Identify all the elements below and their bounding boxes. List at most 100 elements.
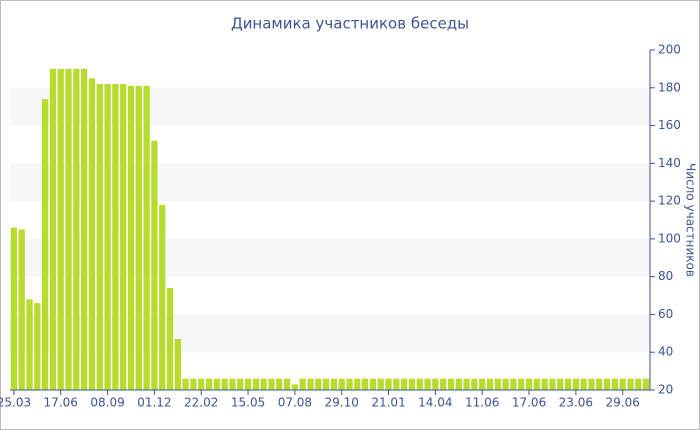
y-tick-label: 60	[658, 307, 673, 321]
x-tick-label: 25.03	[0, 396, 31, 410]
bar	[104, 84, 111, 390]
x-tick-label: 08.09	[90, 396, 124, 410]
bar	[96, 84, 103, 390]
y-tick-label: 80	[658, 269, 673, 283]
bar	[533, 378, 540, 390]
bar	[549, 378, 556, 390]
bar	[557, 378, 564, 390]
bar	[580, 378, 587, 390]
bar	[190, 378, 197, 390]
bar	[354, 378, 361, 390]
bar	[49, 68, 57, 390]
bar	[362, 378, 369, 390]
y-tick-label: 40	[658, 345, 673, 359]
bar	[401, 378, 408, 390]
bar	[57, 68, 64, 390]
x-tick-label: 22.02	[184, 396, 218, 410]
y-tick-label: 180	[658, 80, 681, 94]
bar	[291, 384, 298, 390]
bar	[120, 84, 127, 390]
bar	[393, 378, 400, 390]
bar	[151, 140, 158, 390]
bar	[322, 378, 330, 390]
bar	[143, 85, 150, 390]
bar	[127, 85, 135, 390]
bar	[221, 378, 228, 390]
bar	[42, 99, 49, 390]
bar	[541, 378, 548, 390]
bar	[276, 378, 283, 390]
bar	[166, 288, 174, 390]
bar	[642, 378, 650, 390]
bar	[635, 378, 642, 390]
bar	[447, 378, 455, 390]
bar	[73, 68, 80, 390]
bar	[338, 378, 345, 390]
bar	[510, 378, 517, 390]
y-tick-label: 120	[658, 194, 681, 208]
y-axis-label: Число участников	[684, 163, 698, 277]
bar	[479, 378, 486, 390]
bar	[213, 378, 220, 390]
y-tick-label: 160	[658, 118, 681, 132]
bar	[315, 378, 322, 390]
bar	[408, 378, 416, 390]
bar	[455, 378, 462, 390]
bar	[112, 84, 119, 390]
x-tick-label: 15.05	[231, 396, 265, 410]
chart-title: Динамика участников беседы	[231, 15, 469, 33]
bar	[627, 378, 634, 390]
bar	[424, 378, 431, 390]
x-tick-label: 17.06	[44, 396, 78, 410]
bar	[518, 378, 525, 390]
bar	[252, 378, 259, 390]
bar	[159, 204, 166, 390]
bar	[572, 378, 579, 390]
y-tick-label: 140	[658, 156, 681, 170]
bar	[237, 378, 244, 390]
bar	[440, 378, 447, 390]
bar	[244, 378, 252, 390]
bar	[135, 85, 142, 390]
bar	[198, 378, 205, 390]
bar	[432, 378, 439, 390]
bar	[307, 378, 314, 390]
bar	[619, 378, 626, 390]
x-tick-label: 14.04	[418, 396, 452, 410]
bar	[603, 378, 611, 390]
x-tick-label: 23.06	[559, 396, 593, 410]
bar	[34, 303, 41, 390]
bar	[346, 378, 353, 390]
y-tick-label: 20	[658, 383, 673, 397]
bar	[65, 68, 72, 390]
bar	[525, 378, 533, 390]
bar	[299, 378, 306, 390]
bar	[268, 378, 275, 390]
bar	[385, 378, 392, 390]
bar	[486, 378, 494, 390]
bar	[463, 378, 470, 390]
bar	[564, 378, 572, 390]
y-tick-label: 100	[658, 231, 681, 245]
x-tick-label: 17.06	[512, 396, 546, 410]
bar	[416, 378, 423, 390]
bar	[182, 378, 189, 390]
bar	[174, 339, 181, 390]
bar	[81, 68, 88, 390]
bar	[283, 378, 291, 390]
x-tick-label: 21.01	[371, 396, 405, 410]
x-tick-label: 29.06	[606, 396, 640, 410]
bar	[205, 378, 213, 390]
bar	[596, 378, 603, 390]
x-tick-label: 29.10	[325, 396, 359, 410]
bar	[494, 378, 501, 390]
bar	[229, 378, 236, 390]
bar	[611, 378, 618, 390]
bar	[502, 378, 509, 390]
bar	[369, 378, 377, 390]
bar	[471, 378, 478, 390]
y-tick-label: 200	[658, 43, 681, 57]
bar	[18, 229, 25, 390]
bar	[330, 378, 338, 390]
